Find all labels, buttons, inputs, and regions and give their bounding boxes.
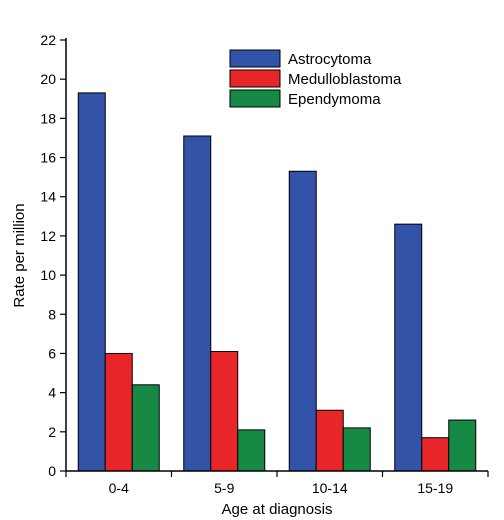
- x-tick-label-5-9: 5-9: [214, 480, 234, 496]
- y-tick-label: 20: [40, 71, 56, 87]
- y-tick-label: 18: [40, 110, 56, 126]
- bar-ependymoma-5-9: [237, 429, 266, 472]
- bar-astrocytoma-5-9: [183, 135, 212, 472]
- y-tick-label: 2: [48, 424, 56, 440]
- y-tick-label: 0: [48, 463, 56, 479]
- bar-ependymoma-10-14: [342, 427, 371, 472]
- bar-ependymoma-15-19: [448, 419, 477, 472]
- legend-swatch-ependymoma: [229, 89, 281, 108]
- legend-swatch-medulloblastoma: [229, 69, 281, 88]
- y-tick-label: 12: [40, 228, 56, 244]
- y-tick-label: 22: [40, 32, 56, 48]
- y-tick-label: 14: [40, 189, 56, 205]
- legend-label-ependymoma: Ependymoma: [288, 91, 381, 108]
- bar-medulloblastoma-10-14: [315, 409, 344, 472]
- legend: Astrocytoma Medulloblastoma Ependymoma: [229, 49, 402, 108]
- y-tick-label: 8: [48, 306, 56, 322]
- legend-swatch-astrocytoma: [229, 49, 281, 68]
- bar-ependymoma-0-4: [131, 384, 160, 472]
- y-tick-label: 6: [48, 345, 56, 361]
- x-tick-label-15-19: 15-19: [417, 480, 453, 496]
- bar-medulloblastoma-15-19: [421, 437, 450, 472]
- bar-astrocytoma-0-4: [77, 92, 106, 472]
- legend-label-medulloblastoma: Medulloblastoma: [288, 71, 402, 88]
- y-tick-label: 4: [48, 385, 56, 401]
- bar-medulloblastoma-5-9: [210, 350, 239, 472]
- y-tick-label: 16: [40, 150, 56, 166]
- y-axis-title: Rate per million: [11, 203, 28, 307]
- y-tick-label: 10: [40, 267, 56, 283]
- bar-medulloblastoma-0-4: [104, 352, 133, 472]
- x-tick-label-0-4: 0-4: [109, 480, 129, 496]
- legend-label-astrocytoma: Astrocytoma: [288, 51, 372, 68]
- x-tick-label-10-14: 10-14: [312, 480, 348, 496]
- axes-group: 0 2 4 6 8 10 12 14 16 18 20 22 0-4 5-9 10-14 15-19: [40, 32, 489, 496]
- bars-group: [77, 92, 477, 472]
- bar-astrocytoma-10-14: [288, 170, 317, 472]
- x-axis-title: Age at diagnosis: [222, 501, 333, 518]
- bar-astrocytoma-15-19: [394, 223, 423, 472]
